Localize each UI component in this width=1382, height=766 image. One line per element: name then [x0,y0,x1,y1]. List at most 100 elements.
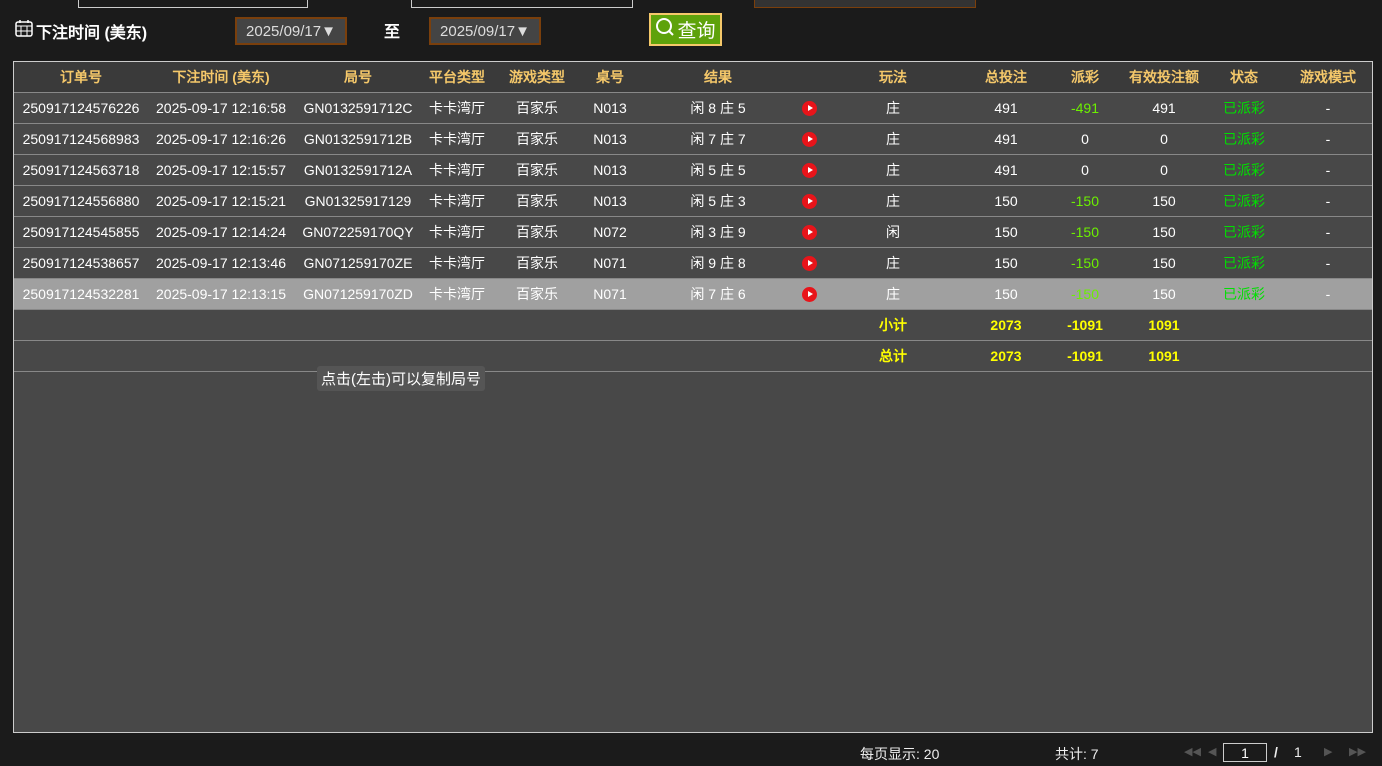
table-row[interactable]: 250917124576226 2025-09-17 12:16:58 GN0132… [14,92,1372,124]
start-date-select[interactable]: 2025/09/17▼ [235,17,347,45]
cell-bet-time: 2025-09-17 12:14:24 [148,216,294,248]
table-row[interactable]: 250917124545855 2025-09-17 12:14:24 GN0722… [14,216,1372,248]
calendar-icon [14,18,34,43]
cell-table-no: N013 [582,154,638,186]
cell-bet-time: 2025-09-17 12:16:26 [148,123,294,155]
cell-round-id[interactable]: GN071259170ZE [294,247,422,279]
header-result: 结果 [638,62,798,93]
per-page-label: 每页显示: 20 [860,746,940,762]
subtotal-label: 小计 [820,309,966,341]
cell-table-no: N013 [582,185,638,217]
cell-video[interactable] [798,278,820,310]
cell-game-mode: - [1284,216,1372,248]
cell-payout: 0 [1046,123,1124,155]
top-input-1[interactable] [78,0,308,8]
subtotal-total-bet: 2073 [966,309,1046,341]
header-video [798,62,820,93]
cell-game-type: 百家乐 [492,92,582,124]
cell-round-id[interactable]: GN01325917129 [294,185,422,217]
table-row[interactable]: 250917124563718 2025-09-17 12:15:57 GN0132… [14,154,1372,186]
spacer [1204,340,1372,372]
total-pages: 1 [1294,744,1302,760]
cell-video[interactable] [798,92,820,124]
cell-bet-time: 2025-09-17 12:13:15 [148,278,294,310]
cell-valid-bet: 491 [1124,92,1204,124]
bet-time-label: 下注时间 (美东) [14,18,147,43]
page-input[interactable] [1223,743,1267,762]
cell-bet-type: 庄 [820,92,966,124]
cell-game-type: 百家乐 [492,123,582,155]
cell-order-id: 250917124532281 [14,278,148,310]
header-table-no: 桌号 [582,62,638,93]
cell-table-no: N072 [582,216,638,248]
cell-result: 闲 8 庄 5 [638,92,798,124]
cell-table-no: N071 [582,247,638,279]
cell-status: 已派彩 [1204,216,1284,248]
cell-round-id[interactable]: GN0132591712B [294,123,422,155]
play-video-icon[interactable] [801,132,817,148]
cell-order-id: 250917124563718 [14,154,148,186]
table-row[interactable]: 250917124568983 2025-09-17 12:16:26 GN0132… [14,123,1372,155]
record-count: 共计: 7 [1055,746,1099,762]
cell-video[interactable] [798,154,820,186]
cell-valid-bet: 150 [1124,216,1204,248]
play-video-icon[interactable] [801,163,817,179]
subtotal-valid-bet: 1091 [1124,309,1204,341]
cell-round-id[interactable]: GN071259170ZD [294,278,422,310]
cell-video[interactable] [798,216,820,248]
cell-game-mode: - [1284,247,1372,279]
table-row[interactable]: 250917124556880 2025-09-17 12:15:21 GN0132… [14,185,1372,217]
header-status: 状态 [1204,62,1284,93]
cell-round-id[interactable]: GN0132591712A [294,154,422,186]
last-page-icon[interactable]: ▶▶ [1349,746,1366,758]
play-video-icon[interactable] [801,287,817,303]
end-date-select[interactable]: 2025/09/17▼ [429,17,541,45]
header-game-mode: 游戏模式 [1284,62,1372,93]
top-input-2[interactable] [411,0,633,8]
cell-bet-type: 庄 [820,123,966,155]
cell-result: 闲 9 庄 8 [638,247,798,279]
cell-result: 闲 7 庄 6 [638,278,798,310]
header-round-id: 局号 [294,62,422,93]
top-select[interactable] [754,0,976,8]
play-video-icon[interactable] [801,256,817,272]
cell-bet-type: 庄 [820,154,966,186]
cell-platform: 卡卡湾厅 [422,123,492,155]
cell-game-mode: - [1284,278,1372,310]
total-row: 总计 2073 -1091 1091 [14,340,1372,372]
cell-video[interactable] [798,247,820,279]
spacer [1204,309,1372,341]
first-page-icon[interactable]: ◀◀ [1184,746,1201,758]
to-label: 至 [384,24,401,41]
cell-game-mode: - [1284,154,1372,186]
total-total-bet: 2073 [966,340,1046,372]
prev-page-icon[interactable]: ◀ [1208,746,1217,758]
play-video-icon[interactable] [801,101,817,117]
search-icon [655,17,675,43]
next-page-icon[interactable]: ▶ [1324,746,1333,758]
cell-bet-time: 2025-09-17 12:16:58 [148,92,294,124]
cell-round-id[interactable]: GN072259170QY [294,216,422,248]
cell-table-no: N013 [582,123,638,155]
cell-total-bet: 491 [966,123,1046,155]
play-video-icon[interactable] [801,194,817,210]
bet-time-label-text: 下注时间 (美东) [36,24,148,42]
play-video-icon[interactable] [801,225,817,241]
cell-game-mode: - [1284,92,1372,124]
cell-status: 已派彩 [1204,247,1284,279]
query-button[interactable]: 查询 [649,13,722,46]
total-payout: -1091 [1046,340,1124,372]
copy-tooltip: 点击(左击)可以复制局号 [317,366,485,391]
table-row[interactable]: 250917124532281 2025-09-17 12:13:15 GN0712… [14,278,1372,310]
cell-video[interactable] [798,185,820,217]
table-row[interactable]: 250917124538657 2025-09-17 12:13:46 GN0712… [14,247,1372,279]
cell-result: 闲 3 庄 9 [638,216,798,248]
cell-result: 闲 5 庄 5 [638,154,798,186]
cell-platform: 卡卡湾厅 [422,154,492,186]
cell-game-type: 百家乐 [492,216,582,248]
cell-round-id[interactable]: GN0132591712C [294,92,422,124]
header-platform: 平台类型 [422,62,492,93]
cell-bet-time: 2025-09-17 12:15:21 [148,185,294,217]
cell-video[interactable] [798,123,820,155]
cell-valid-bet: 0 [1124,154,1204,186]
